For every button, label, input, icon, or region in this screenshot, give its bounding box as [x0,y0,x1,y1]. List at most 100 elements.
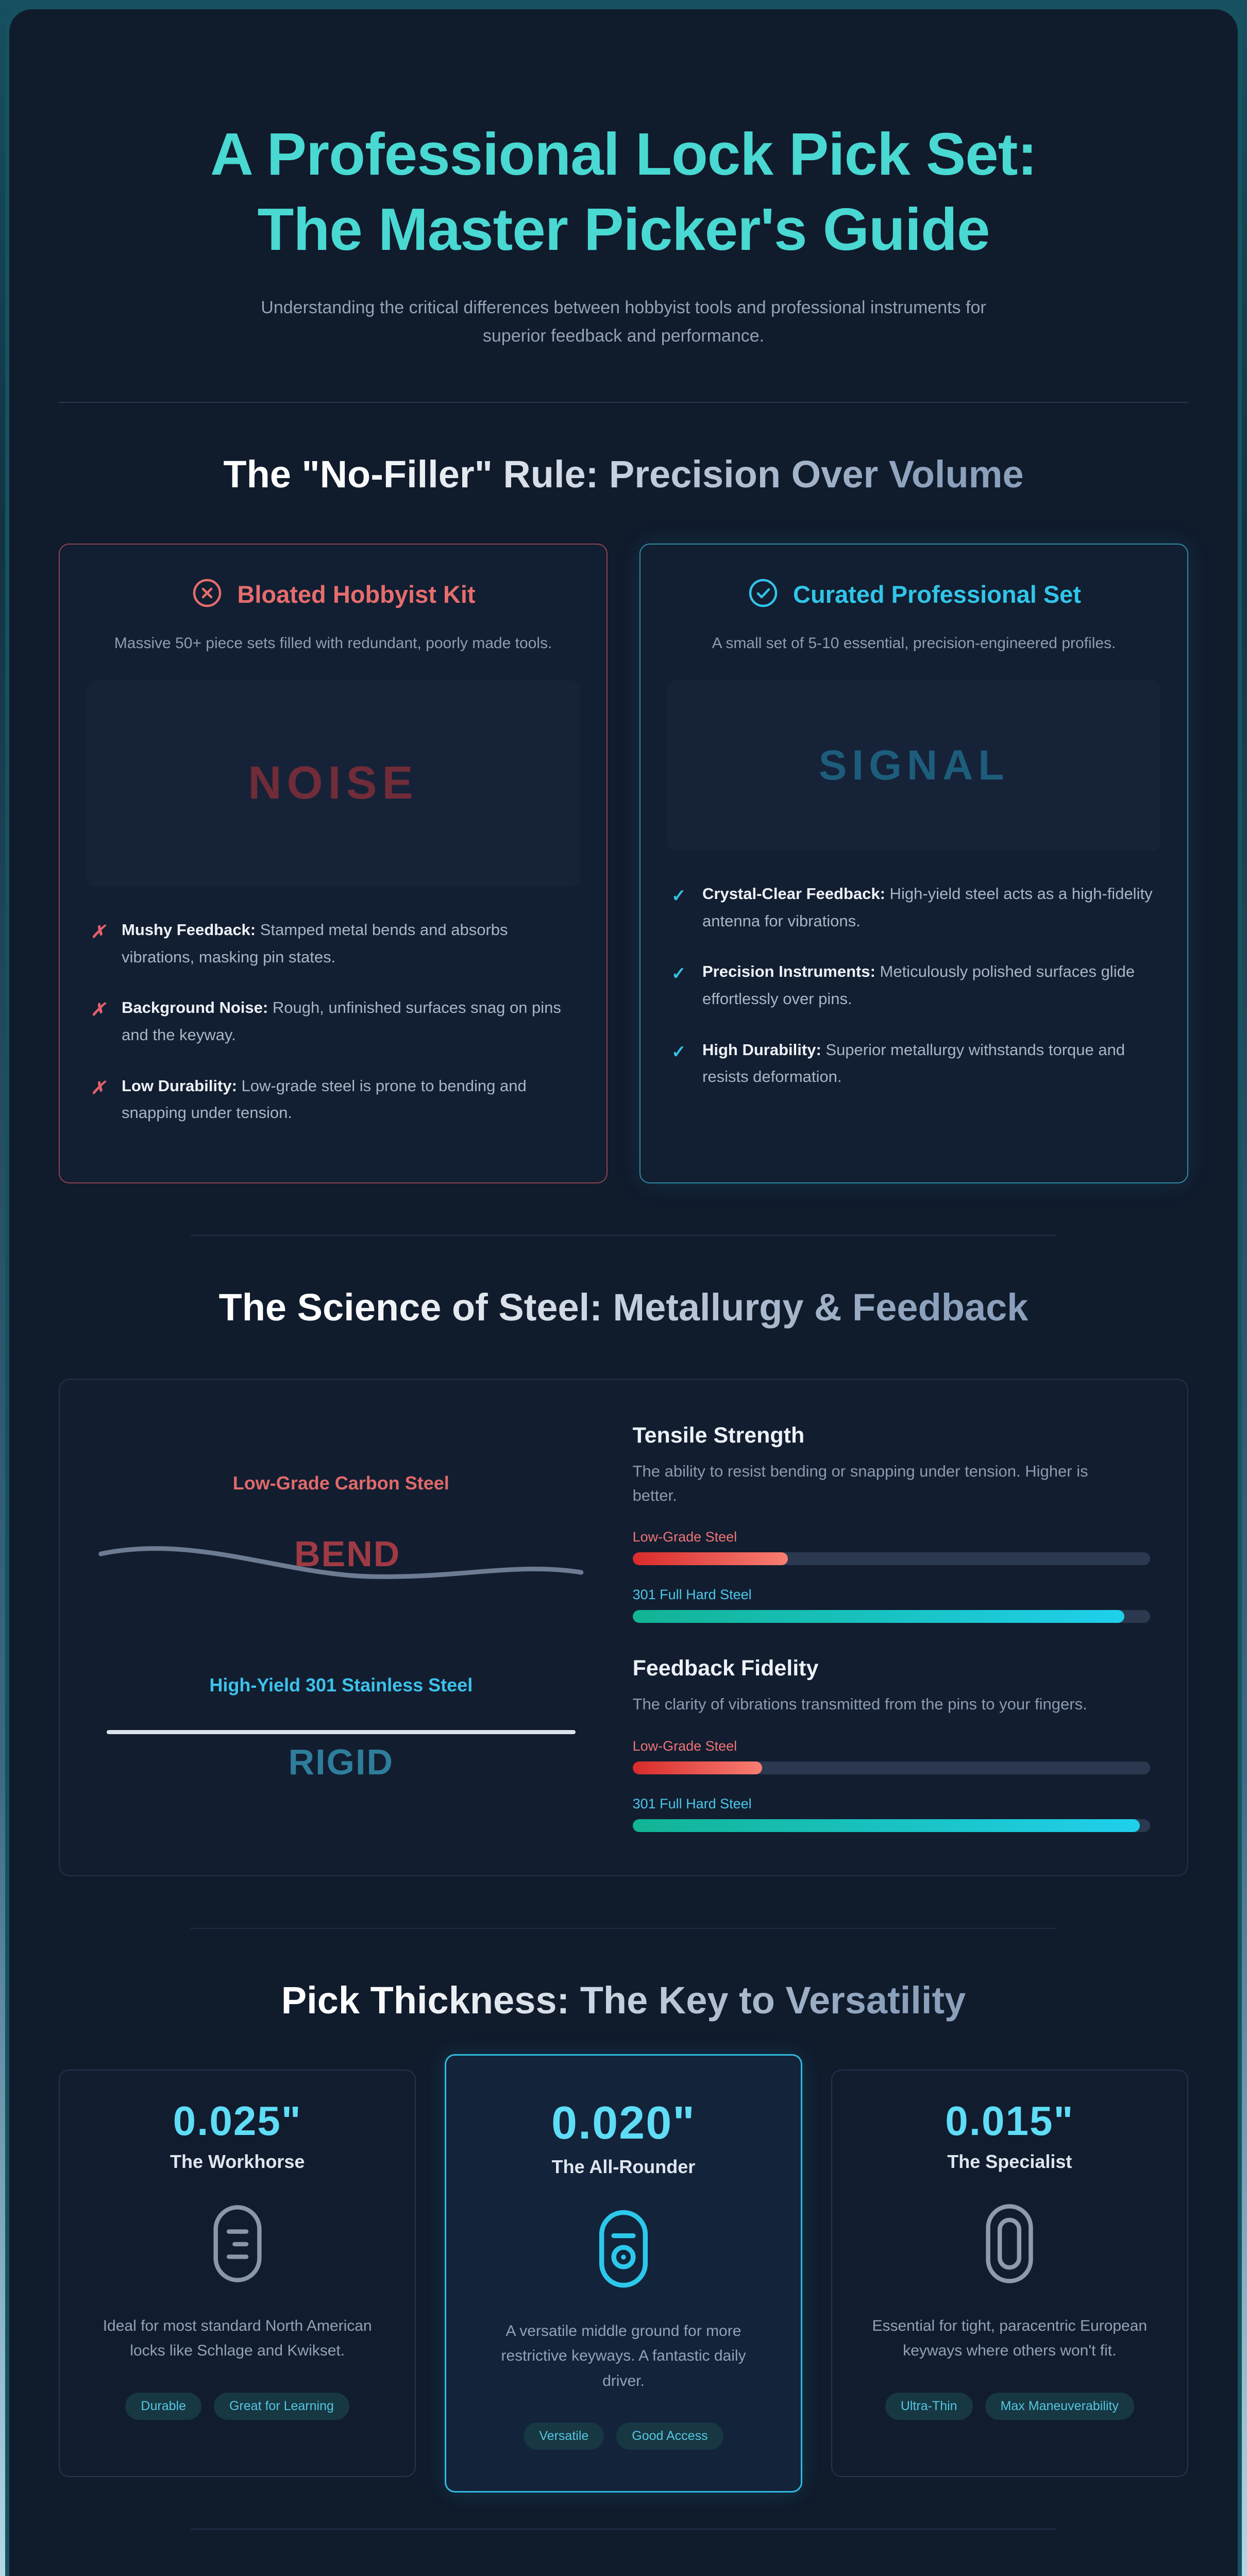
item-text: Meticulously polished surfaces glide eff… [702,962,1135,1008]
item-lead: Crystal-Clear Feedback: [702,884,885,903]
list-item: ✓ Crystal-Clear Feedback: High-yield ste… [671,880,1156,935]
bend-illustration: BEND [97,1525,585,1613]
pick-size: 0.020" [551,2097,696,2149]
professional-set-subtitle: A small set of 5-10 essential, precision… [712,635,1116,652]
page-subtitle: Understanding the critical differences b… [261,298,986,346]
capsule-ring-icon [852,2202,1168,2285]
pick-card-workhorse: 0.025" The Workhorse Ideal for most stan… [59,2069,416,2478]
infographic-poster: A Professional Lock Pick Set: The Master… [5,5,1242,2576]
bar-track [632,1610,1150,1623]
pick-name: The All-Rounder [551,2156,696,2177]
section-divider [191,2529,1056,2530]
pick-desc: Essential for tight, paracentric Europea… [872,2317,1148,2360]
badge: Versatile [524,2422,604,2450]
pick-card-specialist: 0.015" The Specialist Essential for tigh… [831,2069,1188,2478]
badge: Ultra-Thin [885,2392,973,2420]
badge: Good Access [616,2422,723,2450]
section-title-thickness: Pick Thickness: The Key to Versatility [281,1978,966,2022]
section-divider [191,1927,1056,1929]
x-mark-icon: ✗ [91,1078,106,1098]
item-lead: Precision Instruments: [702,962,875,981]
bar-fill [632,1819,1140,1832]
item-text: Low-grade steel is prone to bending and … [122,1076,527,1122]
metric-desc: The clarity of vibrations transmitted fr… [632,1695,1087,1714]
bar-fill [632,1761,762,1774]
bar-fill [632,1552,788,1566]
x-mark-icon: ✗ [91,922,106,942]
hobbyist-kit-card: Bloated Hobbyist Kit Massive 50+ piece s… [59,544,608,1184]
item-text: Stamped metal bends and absorbs vibratio… [122,920,508,966]
pick-desc: A versatile middle ground for more restr… [501,2322,746,2389]
check-mark-icon: ✓ [671,1042,686,1062]
badge: Durable [125,2392,201,2420]
bar-row: Low-Grade Steel [632,1738,1150,1774]
list-item: ✗ Low Durability: Low-grade steel is pro… [91,1073,576,1127]
item-lead: Background Noise: [122,998,268,1017]
rigid-word: RIGID [288,1741,394,1782]
hobbyist-kit-title: Bloated Hobbyist Kit [237,580,476,608]
badge-row: Versatile Good Access [466,2422,781,2450]
capsule-dial-icon [466,2208,781,2290]
badge-row: Durable Great for Learning [79,2392,395,2420]
section-divider [191,1235,1056,1236]
bar-label: Low-Grade Steel [632,1738,737,1754]
x-mark-icon: ✗ [91,1000,106,1020]
list-item: ✓ High Durability: Superior metallurgy w… [671,1037,1156,1091]
pick-size: 0.015" [945,2097,1074,2144]
bar-row: 301 Full Hard Steel [632,1796,1150,1832]
professional-set-title: Curated Professional Set [793,580,1081,608]
bar-track [632,1552,1150,1566]
header-divider [59,402,1188,403]
page-title-line1: A Professional Lock Pick Set: [210,121,1037,188]
list-item: ✗ Mushy Feedback: Stamped metal bends an… [91,917,576,971]
bar-row: 301 Full Hard Steel [632,1587,1150,1623]
check-mark-icon: ✓ [671,964,686,984]
item-text: Superior metallurgy withstands torque an… [702,1040,1125,1086]
low-grade-steel-label: Low-Grade Carbon Steel [232,1472,449,1494]
noise-showcase: NOISE [87,680,580,887]
science-card: Low-Grade Carbon Steel BEND High-Yield 3… [59,1379,1188,1876]
bar-row: Low-Grade Steel [632,1529,1150,1566]
item-lead: High Durability: [702,1040,821,1059]
check-circle-icon [747,577,780,612]
professional-set-card: Curated Professional Set A small set of … [639,544,1188,1184]
metric-title: Tensile Strength [632,1423,805,1448]
list-item: ✓ Precision Instruments: Meticulously po… [671,958,1156,1012]
hobbyist-kit-list: ✗ Mushy Feedback: Stamped metal bends an… [87,917,580,1127]
check-mark-icon: ✓ [671,886,686,906]
item-text: High-yield steel acts as a high-fidelity… [702,884,1153,930]
bar-fill [632,1610,1124,1623]
item-lead: Mushy Feedback: [122,920,256,939]
bar-track [632,1761,1150,1774]
bend-word: BEND [294,1533,401,1574]
pick-name: The Specialist [947,2150,1072,2172]
badge: Great for Learning [213,2392,349,2420]
section-title-science: The Science of Steel: Metallurgy & Feedb… [218,1286,1029,1329]
bar-label: 301 Full Hard Steel [632,1587,752,1603]
professional-set-header: Curated Professional Set [667,577,1160,612]
no-filler-comparison: Bloated Hobbyist Kit Massive 50+ piece s… [59,544,1188,1184]
page-title: A Professional Lock Pick Set: The Master… [59,116,1188,267]
high-yield-steel-label: High-Yield 301 Stainless Steel [209,1674,473,1696]
x-circle-icon [191,577,224,612]
wavy-line-icon [98,1546,584,1579]
hobbyist-kit-subtitle: Massive 50+ piece sets filled with redun… [114,635,552,652]
badge-row: Ultra-Thin Max Maneuverability [852,2392,1168,2420]
list-item: ✗ Background Noise: Rough, unfinished su… [91,994,576,1048]
bar-track [632,1819,1150,1832]
pick-name: The Workhorse [170,2150,305,2172]
hobbyist-kit-header: Bloated Hobbyist Kit [87,577,580,612]
capsule-lines-icon [79,2202,395,2285]
steel-metrics: Tensile Strength The ability to resist b… [632,1423,1150,1832]
page-title-line2: The Master Picker's Guide [257,196,990,263]
metric-desc: The ability to resist bending or snappin… [632,1462,1088,1504]
item-text: Rough, unfinished surfaces snag on pins … [122,998,561,1044]
section-title-no-filler: The "No-Filler" Rule: Precision Over Vol… [223,453,1024,496]
pick-card-all-rounder: 0.020" The All-Rounder A versatile middl… [445,2054,802,2493]
signal-showcase: SIGNAL [667,680,1160,851]
item-lead: Low Durability: [122,1076,237,1095]
steel-diagram: Low-Grade Carbon Steel BEND High-Yield 3… [97,1472,585,1783]
professional-set-list: ✓ Crystal-Clear Feedback: High-yield ste… [667,880,1160,1091]
metric-title: Feedback Fidelity [632,1656,819,1681]
straight-line-icon [106,1730,576,1734]
